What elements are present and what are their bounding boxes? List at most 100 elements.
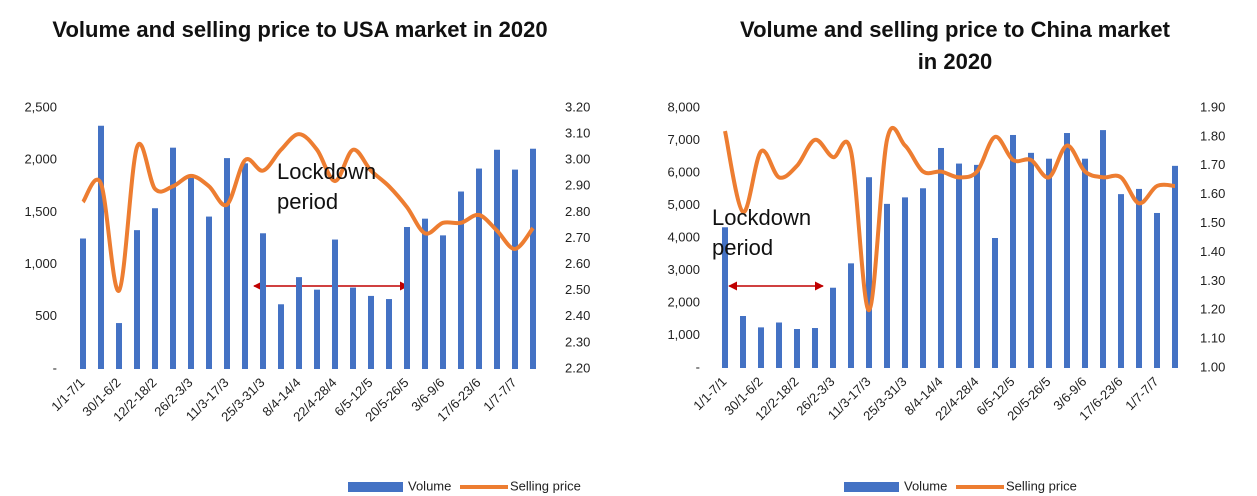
y2-tick-label: 3.10 [565,126,590,141]
bar [1100,130,1106,368]
chart-title: Volume and selling price to China market… [740,17,1170,74]
bar [368,295,374,369]
y2-tick-label: 2.20 [565,360,590,375]
bar [956,163,962,368]
bar [332,239,338,369]
bar [350,287,356,369]
bar [152,208,158,369]
x-tick-label: 1/7-7/7 [1122,374,1161,413]
y2-tick-label: 1.30 [1200,273,1225,288]
y2-tick-label: 1.60 [1200,186,1225,201]
chart-title: Volume and selling price to USA market i… [52,17,548,42]
bar [512,169,518,369]
bar [116,323,122,369]
bar [758,327,764,368]
bar [494,149,500,369]
bar [242,163,248,369]
y2-tick-label: 2.30 [565,334,590,349]
bar [974,164,980,368]
bar [848,263,854,368]
bar [722,227,728,368]
bar [386,299,392,369]
price-line [723,125,1176,313]
bar [866,177,872,368]
y2-tick-label: 2.60 [565,256,590,271]
bar [1118,194,1124,368]
y-tick-label: 1,500 [24,204,57,219]
bar [1064,133,1070,368]
bar [476,168,482,369]
y2-tick-label: 1.00 [1200,359,1225,374]
bar [404,227,410,369]
bar [902,197,908,368]
bar [314,289,320,369]
bar [1028,152,1034,368]
y-tick-label: 500 [35,308,57,323]
y2-tick-label: 1.50 [1200,215,1225,230]
bar [80,238,86,369]
annotation: Lockdown period [277,159,377,214]
annotation: Lockdown period [712,205,812,260]
bar [440,235,446,369]
y-tick-label: - [53,360,57,375]
legend-label: Volume [904,478,947,493]
y2-tick-label: 2.80 [565,204,590,219]
bar [1154,212,1160,368]
bar [530,148,536,369]
y-tick-label: 2,500 [24,99,57,114]
y-tick-label: 7,000 [667,132,700,147]
bar [884,203,890,368]
bar [992,238,998,368]
bar [794,329,800,368]
y2-tick-label: 1.40 [1200,244,1225,259]
legend-swatch [844,482,899,492]
x-tick-label: 1/7-7/7 [480,375,519,414]
bar [458,191,464,369]
bar [296,277,302,369]
y-tick-label: 6,000 [667,164,700,179]
legend-label: Volume [408,478,451,493]
bar [920,188,926,368]
bar [812,328,818,368]
y2-tick-label: 2.90 [565,178,590,193]
y2-tick-label: 3.20 [565,99,590,114]
bar [134,230,140,369]
bar [740,316,746,368]
y2-tick-label: 1.10 [1200,331,1225,346]
y-tick-label: 3,000 [667,262,700,277]
y-tick-label: 4,000 [667,229,700,244]
bar [422,218,428,369]
y2-tick-label: 1.70 [1200,157,1225,172]
legend-label: Selling price [510,478,581,493]
price-line [81,132,535,293]
bar [98,125,104,369]
y-tick-label: 2,000 [667,294,700,309]
bar [1046,158,1052,368]
bar [1136,188,1142,368]
bar [938,147,944,368]
bar [1172,165,1178,368]
y2-tick-label: 2.70 [565,230,590,245]
y-tick-label: 5,000 [667,197,700,212]
bar [170,147,176,369]
bar [830,287,836,368]
y-tick-label: 1,000 [24,256,57,271]
y2-tick-label: 2.40 [565,308,590,323]
bar [1082,158,1088,368]
y-tick-label: - [696,359,700,374]
legend-label: Selling price [1006,478,1077,493]
bar [224,158,230,369]
bar [260,233,266,369]
y2-tick-label: 2.50 [565,282,590,297]
y2-tick-label: 1.90 [1200,99,1225,114]
bar [278,304,284,369]
bar [776,322,782,368]
bar [206,216,212,369]
y-tick-label: 2,000 [24,152,57,167]
y2-tick-label: 1.20 [1200,302,1225,317]
legend-swatch [348,482,403,492]
bar [1010,134,1016,368]
bar [188,177,194,369]
